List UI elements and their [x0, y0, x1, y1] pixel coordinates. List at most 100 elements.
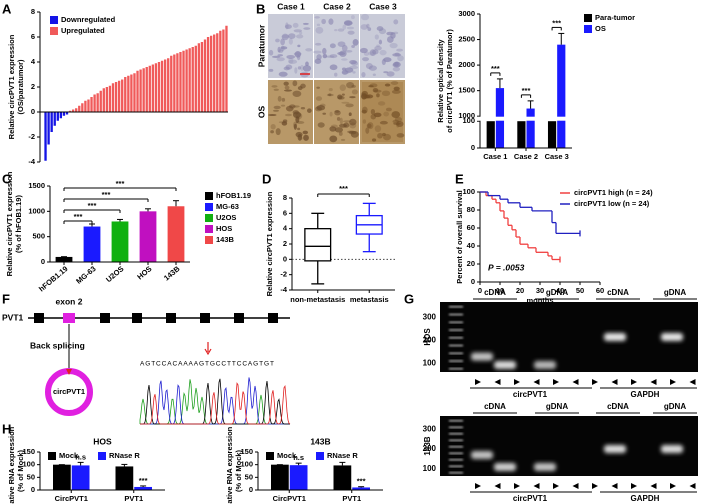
cell: [342, 24, 347, 30]
primer-arrow: [631, 483, 637, 489]
cell: [339, 117, 343, 125]
primer-arrow: [650, 483, 657, 489]
cell: [349, 118, 357, 126]
x-tick-label: PVT1: [342, 494, 361, 503]
cell: [360, 24, 369, 30]
cell: [363, 51, 370, 56]
box: [304, 228, 332, 262]
ladder-band: [449, 313, 463, 316]
x-tick-label: Case 1: [483, 152, 507, 161]
bar: [222, 29, 225, 112]
cell: [345, 103, 354, 108]
ladder-band: [449, 426, 463, 429]
bar: [188, 48, 191, 112]
lane-label: gDNA: [664, 402, 686, 411]
cell: [270, 130, 274, 134]
y-tick-label: 40: [467, 241, 475, 250]
legend-swatch: [584, 14, 592, 22]
cell: [277, 95, 282, 102]
exon-label: exon 2: [56, 296, 83, 306]
cell: [329, 64, 338, 71]
bar: [203, 39, 207, 112]
case-label: Case 3: [369, 1, 397, 11]
legend-swatch: [266, 452, 274, 460]
junction-mark: [66, 369, 72, 375]
exon: [200, 313, 210, 323]
lane-label: cDNA: [607, 402, 629, 411]
y-axis-label: Relative circPVT1 expression: [7, 34, 16, 139]
cell: [303, 134, 309, 141]
gene-diagram: F exon 2 PVT1 Back splicing circPVT1 AGT…: [2, 291, 291, 425]
cell: [377, 132, 383, 139]
cell: [313, 50, 322, 54]
primer-arrow: [689, 379, 696, 385]
exon: [234, 313, 244, 323]
cell: [280, 38, 285, 46]
bar: [517, 121, 526, 148]
legend-label: RNase R: [327, 451, 358, 460]
cell: [348, 130, 357, 135]
panel-label: C: [2, 171, 12, 186]
cell: [346, 26, 355, 30]
x-tick-label: CircPVT1: [55, 494, 88, 503]
cell: [378, 39, 383, 45]
annotation: ***: [116, 179, 125, 188]
x-tick-label: non-metastasis: [290, 295, 345, 304]
cell: [376, 93, 380, 98]
x-tick-label: MG-63: [74, 264, 97, 286]
cell: [376, 26, 384, 32]
primer-arrow: [533, 483, 540, 489]
bar: [557, 44, 566, 148]
cell: [341, 58, 348, 61]
cell: [351, 61, 359, 66]
bar: [53, 112, 56, 126]
cell: [294, 51, 302, 58]
legend-swatch: [205, 192, 213, 200]
legend-swatch: [205, 214, 213, 222]
y-tick-label: 0: [31, 107, 35, 116]
gene-label: GAPDH: [631, 390, 660, 399]
band: [604, 333, 626, 341]
y-tick-label: 2: [283, 239, 287, 248]
legend-label: Mock: [59, 451, 79, 460]
cell: [372, 73, 376, 76]
y-tick-label: 1000: [28, 206, 45, 215]
cell: [305, 61, 309, 67]
cell: [334, 110, 341, 116]
cell: [368, 85, 374, 88]
cell: [300, 107, 306, 110]
y-tick-label: -4: [28, 157, 35, 166]
x-tick-label: metastasis: [350, 295, 389, 304]
cell: [295, 34, 304, 39]
ladder-band: [449, 344, 463, 347]
ladder-band: [449, 321, 463, 324]
case-label: Case 2: [323, 1, 351, 11]
row-label: OS: [256, 106, 266, 119]
ladder-band: [449, 337, 463, 339]
cell: [393, 19, 399, 25]
bar: [333, 465, 352, 490]
bar: [167, 206, 185, 262]
ladder-band: [449, 472, 463, 474]
cell: [365, 62, 373, 70]
cell: [283, 89, 292, 92]
lane-label: gDNA: [546, 288, 568, 297]
bar: [173, 54, 176, 112]
bar: [139, 69, 142, 112]
cell: [372, 49, 379, 55]
cell: [273, 88, 279, 91]
legend-label: Para-tumor: [595, 13, 635, 22]
cell: [283, 66, 290, 71]
chart-title: 143B: [310, 436, 330, 446]
legend-swatch: [50, 16, 58, 24]
bar: [50, 112, 53, 132]
cell: [281, 33, 289, 41]
cell: [341, 93, 345, 96]
primer-arrow: [670, 483, 676, 489]
ladder-band: [449, 306, 463, 308]
cell: [272, 109, 280, 112]
cell: [282, 119, 288, 123]
cell: [316, 86, 320, 89]
cell: [376, 44, 380, 47]
cell: [392, 66, 401, 72]
